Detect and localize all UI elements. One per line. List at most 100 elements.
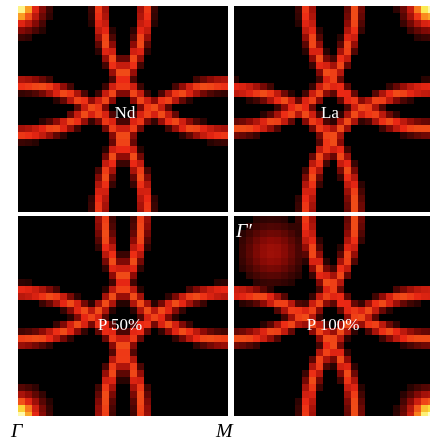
heatmap-cell <box>144 405 151 412</box>
heatmap-cell <box>18 412 25 416</box>
heatmap-cell <box>172 314 179 321</box>
heatmap-cell <box>123 286 130 293</box>
heatmap-cell <box>53 83 60 90</box>
heatmap-cell <box>428 118 430 125</box>
heatmap-cell <box>95 181 102 188</box>
heatmap-cell <box>309 272 316 279</box>
heatmap-cell <box>137 111 144 118</box>
heatmap-cell <box>95 223 102 230</box>
heatmap-cell <box>309 174 316 181</box>
heatmap-cell <box>260 83 267 90</box>
heatmap-cell <box>323 349 330 356</box>
heatmap-cell <box>207 125 214 132</box>
heatmap-cell <box>302 90 309 97</box>
heatmap-cell <box>116 118 123 125</box>
heatmap-cell <box>200 90 207 97</box>
heatmap-cell <box>365 300 372 307</box>
heatmap-cell <box>39 6 46 13</box>
heatmap-cell <box>316 293 323 300</box>
heatmap-cell <box>18 6 25 13</box>
heatmap-cell <box>102 55 109 62</box>
heatmap-cell <box>144 97 151 104</box>
heatmap-cell <box>267 223 274 230</box>
heatmap-cell <box>67 300 74 307</box>
heatmap-cell <box>337 160 344 167</box>
heatmap-cell <box>214 293 221 300</box>
heatmap-cell <box>302 230 309 237</box>
heatmap-cell <box>316 174 323 181</box>
heatmap-cell <box>179 132 186 139</box>
heatmap-cell <box>25 328 32 335</box>
heatmap-cell <box>400 293 407 300</box>
heatmap-cell <box>421 328 428 335</box>
heatmap-cell <box>358 13 365 20</box>
heatmap-cell <box>144 195 151 202</box>
heatmap-cell <box>39 76 46 83</box>
heatmap-cell <box>172 335 179 342</box>
heatmap-cell <box>116 293 123 300</box>
heatmap-cell <box>428 13 430 20</box>
heatmap-cell <box>386 335 393 342</box>
heatmap-cell <box>214 125 221 132</box>
heatmap-cell <box>260 223 267 230</box>
heatmap-cell <box>316 111 323 118</box>
heatmap-cell <box>428 398 430 405</box>
heatmap-cell <box>428 335 430 342</box>
heatmap-cell <box>295 97 302 104</box>
heatmap-cell <box>309 195 316 202</box>
heatmap-cell <box>386 293 393 300</box>
heatmap-cell <box>330 62 337 69</box>
heatmap-cell <box>267 272 274 279</box>
heatmap-cell <box>130 181 137 188</box>
panel-label-p50: P 50% <box>97 315 143 334</box>
heatmap-cell <box>214 76 221 83</box>
heatmap-cell <box>428 76 430 83</box>
heatmap-cell <box>267 90 274 97</box>
heatmap-cell <box>102 300 109 307</box>
heatmap-cell <box>32 139 39 146</box>
heatmap-cell <box>88 202 95 209</box>
heatmap-cell <box>193 83 200 90</box>
heatmap-cell <box>95 20 102 27</box>
heatmap-cell <box>274 90 281 97</box>
heatmap-cell <box>144 181 151 188</box>
heatmap-cell <box>239 335 246 342</box>
heatmap-cell <box>267 216 274 223</box>
heatmap-cell <box>323 132 330 139</box>
heatmap-cell <box>344 384 351 391</box>
heatmap-cell <box>32 335 39 342</box>
heatmap-cell <box>46 342 53 349</box>
heatmap-cell <box>330 342 337 349</box>
heatmap-cell <box>358 20 365 27</box>
heatmap-cell <box>351 181 358 188</box>
heatmap-cell <box>186 132 193 139</box>
heatmap-cell <box>309 125 316 132</box>
heatmap-cell <box>60 300 67 307</box>
heatmap-cell <box>407 328 414 335</box>
heatmap-cell <box>88 20 95 27</box>
heatmap-cell <box>137 258 144 265</box>
heatmap-cell <box>214 90 221 97</box>
heatmap-cell <box>130 377 137 384</box>
heatmap-cell <box>137 293 144 300</box>
heatmap-cell <box>130 328 137 335</box>
heatmap-cell <box>246 132 253 139</box>
heatmap-cell <box>102 6 109 13</box>
heatmap-cell <box>267 111 274 118</box>
heatmap-cell <box>386 328 393 335</box>
heatmap-cell <box>281 321 288 328</box>
heatmap-cell <box>25 76 32 83</box>
gamma-prime-label: Γ′ <box>236 220 252 242</box>
heatmap-cell <box>302 27 309 34</box>
heatmap-cell <box>323 286 330 293</box>
heatmap-cell <box>260 90 267 97</box>
heatmap-cell <box>365 321 372 328</box>
heatmap-cell <box>137 314 144 321</box>
heatmap-cell <box>109 62 116 69</box>
heatmap-cell <box>295 251 302 258</box>
heatmap-cell <box>32 286 39 293</box>
heatmap-cell <box>179 90 186 97</box>
heatmap-cell <box>351 412 358 416</box>
heatmap-cell <box>116 69 123 76</box>
heatmap-cell <box>344 412 351 416</box>
